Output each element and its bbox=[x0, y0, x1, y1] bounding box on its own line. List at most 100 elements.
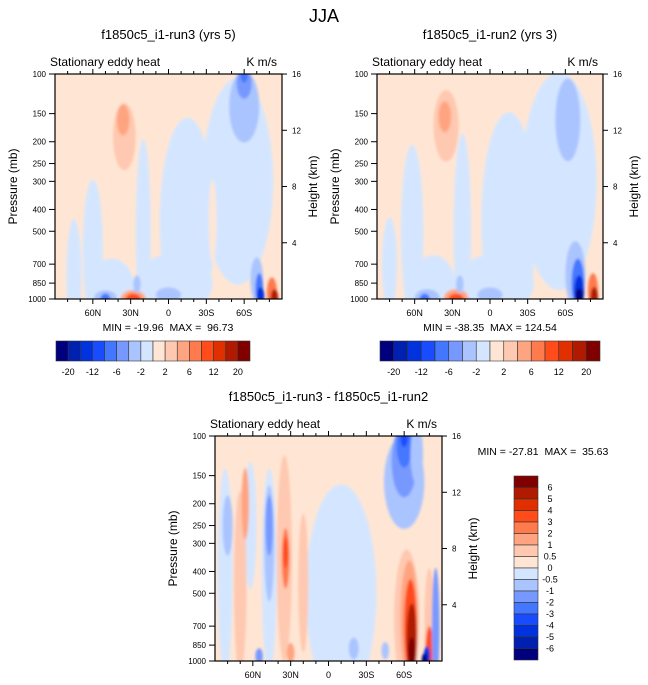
colorbar-box bbox=[393, 340, 408, 362]
chart-left-label: Stationary eddy heat bbox=[50, 55, 161, 69]
colorbar-box bbox=[201, 340, 214, 362]
x-tick-label: 30S bbox=[198, 308, 214, 318]
colorbar-label: -6 bbox=[113, 367, 121, 377]
colorbar-box bbox=[513, 613, 539, 626]
colorbar-box bbox=[513, 602, 539, 615]
contour-region bbox=[135, 139, 151, 299]
contour-region bbox=[448, 293, 464, 299]
colorbar-label: 12 bbox=[209, 367, 219, 377]
y-tick-label: 850 bbox=[193, 641, 207, 650]
contour-region bbox=[66, 218, 82, 299]
y-tick-label: 700 bbox=[355, 260, 369, 269]
colorbar: 65 43 21 0.50 -0.5-1 -2-3 -4-5 -6 bbox=[513, 475, 558, 661]
contour-field bbox=[55, 74, 282, 299]
y-tick-label: 100 bbox=[355, 70, 369, 79]
x-tick-label: 30S bbox=[520, 308, 536, 318]
chart-title: f1850c5_i1-run2 (yrs 3) bbox=[423, 27, 557, 42]
y-right-tick-label: 8 bbox=[452, 545, 457, 554]
colorbar-label: -20 bbox=[387, 367, 400, 377]
y-right-tick-label: 4 bbox=[452, 601, 457, 610]
colorbar-box bbox=[462, 340, 477, 362]
contour-region bbox=[270, 289, 279, 299]
colorbar-box bbox=[448, 340, 463, 362]
chart-units: K m/s bbox=[406, 417, 437, 431]
colorbar-box bbox=[420, 340, 436, 362]
panel-diff: f1850c5_i1-run3 - f1850c5_i1-run2 Station… bbox=[166, 389, 609, 680]
y-axis-label: Pressure (mb) bbox=[6, 148, 20, 224]
colorbar-label: -6 bbox=[546, 644, 554, 654]
colorbar-label: 12 bbox=[554, 367, 564, 377]
contour-region bbox=[217, 468, 233, 661]
colorbar-box bbox=[513, 648, 539, 661]
contour-region bbox=[229, 74, 260, 143]
contour-region bbox=[431, 567, 440, 661]
colorbar-label: -20 bbox=[62, 367, 75, 377]
colorbar-label: 0 bbox=[547, 563, 552, 573]
y-tick-label: 400 bbox=[33, 205, 47, 214]
colorbar-box bbox=[104, 340, 117, 362]
colorbar-label: 2 bbox=[501, 367, 506, 377]
x-tick-label: 60S bbox=[236, 308, 252, 318]
y-tick-label: 100 bbox=[33, 70, 47, 79]
colorbar-label: 6 bbox=[547, 483, 552, 493]
x-tick-label: 60S bbox=[396, 670, 412, 680]
colorbar-box bbox=[189, 340, 202, 362]
colorbar-box bbox=[513, 567, 539, 580]
colorbar-box bbox=[176, 340, 190, 362]
y-tick-label: 100 bbox=[193, 432, 207, 441]
chart-title: f1850c5_i1-run3 (yrs 5) bbox=[101, 27, 235, 42]
colorbar-label: 20 bbox=[233, 367, 243, 377]
y-right-tick-label: 8 bbox=[613, 183, 618, 192]
colorbar-box bbox=[572, 340, 587, 362]
colorbar-box bbox=[79, 340, 93, 362]
colorbar-label: -2 bbox=[137, 367, 145, 377]
contour-region bbox=[407, 637, 416, 661]
y-right-tick-label: 4 bbox=[613, 239, 618, 248]
y-tick-label: 300 bbox=[33, 177, 47, 186]
y-tick-label: 200 bbox=[193, 500, 207, 509]
colorbar-box bbox=[67, 340, 81, 362]
contour-region bbox=[155, 287, 182, 299]
contour-region bbox=[438, 101, 452, 133]
colorbar-label: 4 bbox=[547, 506, 552, 516]
x-tick-label: 30N bbox=[282, 670, 299, 680]
y-tick-label: 250 bbox=[193, 522, 207, 531]
colorbar-box bbox=[530, 340, 546, 362]
colorbar-label: 3 bbox=[547, 517, 552, 527]
y-right-tick-label: 8 bbox=[292, 183, 297, 192]
contour-region bbox=[298, 513, 309, 653]
colorbar-box bbox=[513, 498, 539, 511]
contour-region bbox=[133, 275, 141, 294]
contour-fills bbox=[66, 74, 279, 299]
page-title: JJA bbox=[309, 6, 339, 26]
colorbar-label: 6 bbox=[529, 367, 534, 377]
colorbar-label: -0.5 bbox=[542, 575, 558, 585]
colorbar-box bbox=[513, 521, 539, 534]
y-tick-label: 700 bbox=[33, 260, 47, 269]
colorbar-box bbox=[152, 340, 166, 362]
contour-region bbox=[453, 133, 472, 299]
y-tick-label: 300 bbox=[193, 539, 207, 548]
y-tick-label: 850 bbox=[355, 279, 369, 288]
colorbar-label: -5 bbox=[546, 632, 554, 642]
contour-region bbox=[381, 641, 390, 660]
colorbar-box bbox=[513, 533, 539, 546]
y-tick-label: 500 bbox=[33, 227, 47, 236]
y-right-tick-label: 16 bbox=[452, 432, 461, 441]
y-tick-label: 200 bbox=[355, 138, 369, 147]
colorbar-label: 1 bbox=[547, 540, 552, 550]
x-tick-label: 60S bbox=[557, 308, 573, 318]
colorbar-box bbox=[140, 340, 154, 362]
colorbar-label: -2 bbox=[472, 367, 480, 377]
x-tick-label: 0 bbox=[166, 308, 171, 318]
y-tick-label: 500 bbox=[193, 589, 207, 598]
y-tick-label: 150 bbox=[193, 472, 207, 481]
contour-field bbox=[377, 74, 603, 299]
colorbar-box bbox=[475, 340, 491, 362]
y-right-tick-label: 12 bbox=[452, 488, 461, 497]
chart-left-label: Stationary eddy heat bbox=[372, 55, 483, 69]
contour-region bbox=[400, 144, 424, 299]
contour-region bbox=[348, 637, 359, 660]
y-tick-label: 150 bbox=[33, 110, 47, 119]
